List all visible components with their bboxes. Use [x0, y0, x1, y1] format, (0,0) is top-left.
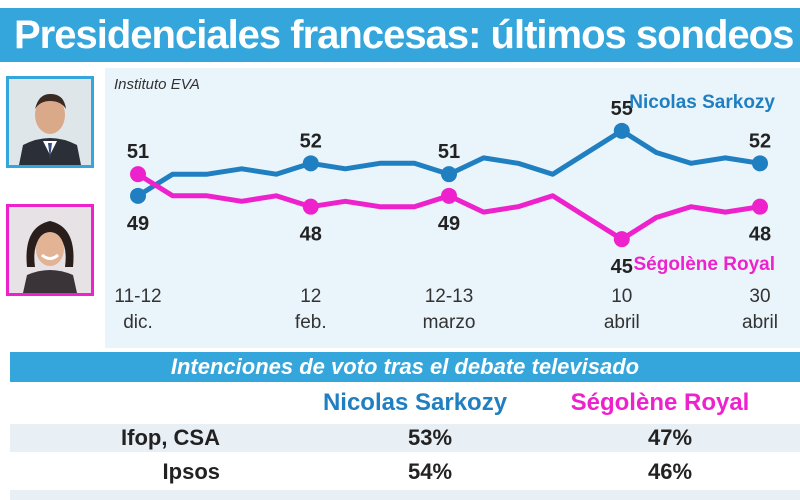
table-row-partial — [10, 490, 800, 500]
royal-photo-icon — [9, 207, 91, 293]
legend-sarkozy: Nicolas Sarkozy — [629, 92, 775, 113]
table-header-text: Intenciones de voto tras el debate telev… — [170, 354, 640, 379]
data-label: 55 — [611, 98, 633, 120]
pollster-name: Ipsos — [162, 459, 220, 484]
royal-value: 47% — [647, 425, 693, 450]
column-header-royal: Ségolène Royal — [570, 389, 750, 416]
data-label: 49 — [127, 213, 149, 235]
x-tick-label: 10 — [611, 286, 632, 307]
x-tick-label: abril — [604, 312, 640, 333]
legend-royal: Ségolène Royal — [634, 254, 776, 275]
pollster-name: Ifop, CSA — [121, 425, 220, 450]
sarkozy-photo-icon — [9, 79, 91, 165]
title-band — [0, 8, 800, 62]
x-tick-label: 11-12 — [114, 286, 161, 307]
data-point-royal — [302, 198, 319, 215]
data-point-royal — [752, 198, 768, 215]
data-label: 52 — [749, 130, 771, 152]
x-tick-label: abril — [742, 312, 778, 333]
x-tick-label: dic. — [123, 312, 153, 333]
data-point-royal — [441, 187, 457, 204]
data-point-sarkozy — [441, 166, 457, 183]
data-point-sarkozy — [130, 187, 146, 204]
x-tick-label: feb. — [295, 312, 327, 333]
column-header-sarkozy: Nicolas Sarkozy — [322, 389, 508, 416]
source-label: Instituto EVA — [114, 76, 200, 93]
data-point-royal — [613, 231, 630, 248]
title-bar: Presidenciales francesas: últimos sondeo… — [0, 0, 800, 68]
royal-portrait — [6, 204, 94, 296]
table-row: Ifop, CSA 53% 47% — [10, 424, 800, 452]
data-point-royal — [130, 166, 146, 183]
data-label: 52 — [300, 130, 322, 152]
data-point-sarkozy — [752, 155, 768, 172]
data-label: 45 — [611, 256, 633, 278]
x-tick-label: 12-13 — [425, 286, 474, 307]
table-header: Intenciones de voto tras el debate telev… — [10, 352, 800, 382]
data-label: 48 — [749, 224, 771, 246]
data-label: 48 — [300, 224, 322, 246]
data-point-sarkozy — [302, 155, 319, 172]
data-label: 49 — [438, 213, 460, 235]
royal-value: 46% — [647, 459, 693, 484]
data-label: 51 — [127, 141, 149, 163]
data-point-sarkozy — [613, 122, 630, 139]
data-label: 51 — [438, 141, 460, 163]
x-tick-label: 12 — [300, 286, 321, 307]
x-tick-label: marzo — [423, 312, 476, 333]
line-chart: 49 52 51 55 52 51 48 49 45 48 11-12 dic. 12 feb. 12-1… — [114, 92, 778, 333]
table-row: Ipsos 54% 46% — [10, 458, 800, 486]
sarkozy-portrait — [6, 76, 94, 168]
x-tick-label: 30 — [749, 286, 770, 307]
sarkozy-value: 53% — [407, 425, 453, 450]
page-title: Presidenciales francesas: últimos sondeo… — [14, 13, 794, 57]
sarkozy-value: 54% — [407, 459, 453, 484]
